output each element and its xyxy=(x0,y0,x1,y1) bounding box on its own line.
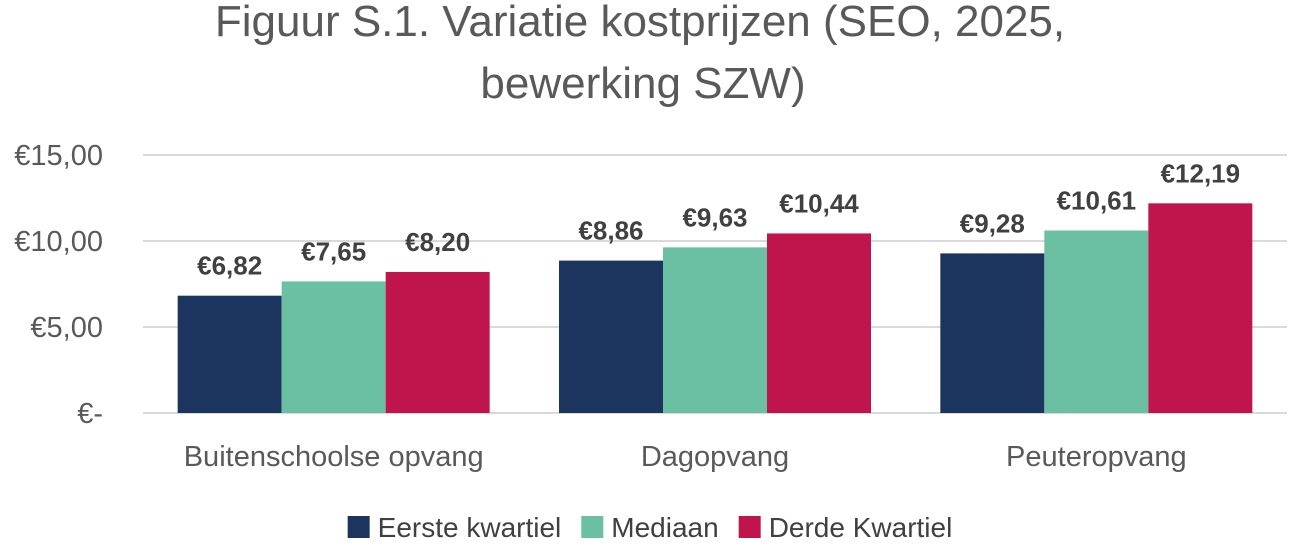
data-label: €9,28 xyxy=(960,208,1025,238)
legend-swatch xyxy=(347,516,370,538)
legend-label: Eerste kwartiel xyxy=(378,512,562,543)
data-labels: €6,82 €7,65 €8,20 €8,86 €9,63 €10,44 €9,28 €10,… xyxy=(197,158,1240,280)
bar xyxy=(1044,230,1149,413)
legend-label: Derde Kwartiel xyxy=(769,512,953,543)
data-label: €10,44 xyxy=(779,188,859,218)
bar xyxy=(663,247,767,413)
data-label: €10,61 xyxy=(1057,186,1137,216)
bar xyxy=(767,233,871,413)
data-label: €7,65 xyxy=(301,236,366,266)
x-category-label: Peuteropvang xyxy=(1006,441,1187,473)
bar xyxy=(940,253,1045,413)
bar xyxy=(281,281,386,413)
y-tick-label: €15,00 xyxy=(14,140,103,172)
bars xyxy=(177,203,1253,413)
legend: Eerste kwartiel Mediaan Derde Kwartiel xyxy=(347,512,953,543)
data-label: €6,82 xyxy=(197,251,262,281)
data-label: €12,19 xyxy=(1161,158,1241,188)
legend-label: Mediaan xyxy=(611,512,718,543)
legend-swatch xyxy=(581,516,604,538)
x-category-label: Dagopvang xyxy=(641,441,789,473)
chart-title-line-1: Figuur S.1. Variatie kostprijzen (SEO, 2… xyxy=(215,0,1065,46)
bar xyxy=(559,260,663,413)
chart-title-line-2: bewerking SZW) xyxy=(480,59,805,108)
x-axis-categories: Buitenschoolse opvang Dagopvang Peuteropva… xyxy=(184,441,1187,473)
y-axis-ticks: €- €5,00 €10,00 €15,00 xyxy=(14,140,103,430)
data-label: €9,63 xyxy=(682,202,747,232)
x-category-label: Buitenschoolse opvang xyxy=(184,441,484,473)
bar xyxy=(177,295,282,413)
y-tick-label: €- xyxy=(77,398,103,430)
bar xyxy=(385,271,490,413)
y-tick-label: €5,00 xyxy=(30,312,103,344)
bar xyxy=(1148,203,1253,413)
data-label: €8,86 xyxy=(578,216,643,246)
y-tick-label: €10,00 xyxy=(14,226,103,258)
legend-swatch xyxy=(738,516,761,538)
data-label: €8,20 xyxy=(405,227,470,257)
